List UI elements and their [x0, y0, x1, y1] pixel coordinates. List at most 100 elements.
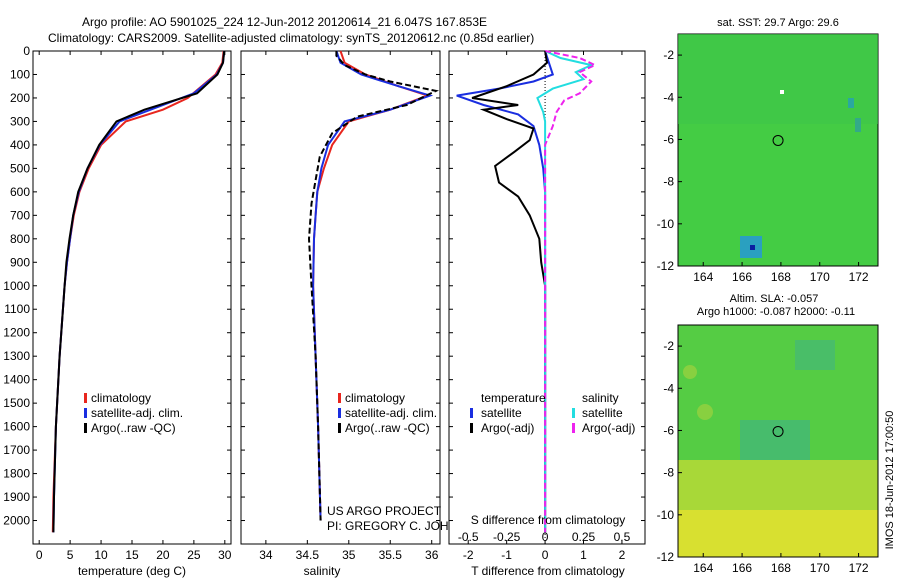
sla-map-low-patch	[795, 340, 835, 370]
temperature-x-label: temperature (deg C)	[78, 564, 186, 578]
s-difference-label: S difference from climatology	[471, 513, 626, 527]
depth-tick-label: 400	[10, 138, 30, 152]
sst-map-features	[678, 34, 878, 258]
sla-map-features	[678, 340, 878, 557]
legend-t-argo: Argo(-adj)	[481, 421, 534, 435]
sst-map: sat. SST: 29.7 Argo: 29.6 164 166 168 170 17…	[657, 17, 879, 284]
depth-tick-label: 1700	[3, 443, 30, 457]
sst-map-band	[678, 34, 878, 124]
map-x-tick-label: 172	[849, 561, 869, 575]
map-x-tick-label: 164	[693, 561, 713, 575]
sst-map-warm-cell	[855, 118, 861, 132]
sla-map-eddy	[697, 404, 713, 420]
x-tick-label: 20	[156, 548, 170, 562]
depth-tick-label: 1000	[3, 279, 30, 293]
salinity-panel: 34 34.5 35 35.5 36 salinity climatology sate…	[240, 50, 483, 578]
x-tick-label: 25	[187, 548, 201, 562]
sla-argo-location-marker	[772, 425, 784, 437]
x-tick-label: 36	[425, 548, 439, 562]
difference-axes-frame	[448, 50, 646, 545]
title-line-1: Argo profile: AO 5901025_224 12-Jun-2012…	[82, 15, 487, 29]
depth-tick-label: 0	[23, 44, 30, 58]
depth-y-ticks: 0 100 200 300 400 500 600 700 800 900 1000 1100 1200…	[3, 44, 30, 528]
x-tick-label: 34	[259, 548, 273, 562]
legend-climatology: climatology	[91, 391, 151, 405]
s-tick-label: -0.5	[458, 530, 479, 544]
legend-swatch-argo	[84, 423, 87, 433]
depth-tick-label: 600	[10, 185, 30, 199]
salinity-x-label: salinity	[304, 564, 341, 578]
salinity-legend: climatology satellite-adj. clim. Argo(..…	[338, 391, 437, 435]
legend-swatch-t-satellite	[470, 408, 473, 418]
map-x-tick-label: 170	[810, 270, 830, 284]
legend-s-satellite: satellite	[582, 406, 623, 420]
depth-tick-label: 900	[10, 255, 30, 269]
legend-swatch-t-argo	[470, 423, 473, 433]
x-tick-label: 0	[542, 548, 549, 562]
depth-tick-label: 1200	[3, 326, 30, 340]
sst-map-title: sat. SST: 29.7 Argo: 29.6	[717, 17, 839, 29]
sla-map-high-band	[678, 510, 878, 557]
map-y-tick-label: -2	[663, 48, 674, 62]
sla-map-y-ticks: -2 -4 -6 -8 -10 -12	[657, 339, 682, 564]
difference-series	[456, 50, 598, 533]
salinity-x-ticks: 34 34.5 35 35.5 36	[259, 51, 439, 562]
sla-map-eddy	[683, 365, 697, 379]
x-tick-label: 15	[125, 548, 139, 562]
legend-swatch-s-satellite	[572, 408, 575, 418]
x-tick-label: 35.5	[379, 548, 403, 562]
sla-map-frame	[677, 324, 879, 558]
temperature-legend: climatology satellite-adj. clim. Argo(..…	[84, 391, 183, 435]
map-x-tick-label: 172	[849, 270, 869, 284]
legend-temperature-heading: temperature	[481, 391, 546, 405]
map-x-tick-label: 170	[810, 561, 830, 575]
map-y-tick-label: -10	[657, 508, 675, 522]
map-x-tick-label: 166	[732, 561, 752, 575]
legend-s-argo: Argo(-adj)	[582, 421, 635, 435]
sla-map-title-2: Argo h1000: -0.087 h2000: -0.11	[697, 306, 855, 318]
depth-tick-label: 1500	[3, 396, 30, 410]
map-y-tick-label: -6	[663, 132, 674, 146]
legend-satellite: satellite-adj. clim.	[345, 406, 437, 420]
legend-t-satellite: satellite	[481, 406, 522, 420]
depth-tick-label: 800	[10, 232, 30, 246]
depth-tick-label: 500	[10, 161, 30, 175]
project-label: US ARGO PROJECT	[327, 504, 442, 518]
sst-map-x-ticks: 164 166 168 170 172	[693, 262, 869, 284]
sla-map: Altim. SLA: -0.057 Argo h1000: -0.087 h2…	[657, 293, 879, 575]
map-y-tick-label: -4	[663, 381, 674, 395]
depth-tick-label: 700	[10, 208, 30, 222]
salinity-series-argo-raw-qc-	[307, 51, 439, 521]
sla-map-x-ticks: 164 166 168 170 172	[693, 553, 869, 575]
difference-panel: -2 -1 0 1 2 -0.5 -0.25 0 0.25 0.5 S difference f…	[448, 50, 646, 578]
depth-tick-label: 1800	[3, 467, 30, 481]
legend-satellite: satellite-adj. clim.	[91, 406, 183, 420]
salinity-axes-frame	[240, 50, 441, 545]
sst-map-missing-cell	[780, 90, 784, 94]
depth-tick-label: 1100	[4, 302, 30, 316]
difference-series-s-argo-adj-	[544, 50, 598, 533]
x-tick-label: -1	[501, 548, 512, 562]
temperature-series	[51, 50, 226, 533]
legend-swatch-satellite	[338, 408, 341, 418]
temperature-series-argo-raw-qc-	[52, 50, 226, 533]
map-x-tick-label: 168	[771, 561, 791, 575]
difference-series-t-argo-adj-	[471, 50, 549, 533]
difference-legend: temperature satellite Argo(-adj) salinit…	[470, 391, 635, 435]
x-tick-label: 34.5	[296, 548, 320, 562]
sst-argo-location-marker	[772, 134, 784, 146]
map-x-tick-label: 168	[771, 270, 791, 284]
temperature-x-ticks: 0 5 10 15 20 25 30	[36, 51, 232, 562]
sst-map-warm-cell	[848, 98, 854, 108]
s-tick-label: 0.25	[572, 530, 596, 544]
temperature-panel: 0 5 10 15 20 25 30 0 100 200 300 400 500 600 700 800 90…	[3, 44, 232, 578]
x-tick-label: 10	[94, 548, 108, 562]
pi-label: PI: GREGORY C. JOHNSON	[327, 519, 483, 533]
legend-climatology: climatology	[345, 391, 405, 405]
x-tick-label: 35	[342, 548, 356, 562]
depth-tick-label: 100	[10, 67, 30, 81]
difference-series-s-satellite	[536, 50, 595, 533]
x-tick-label: 5	[67, 548, 74, 562]
x-tick-label: -2	[463, 548, 474, 562]
